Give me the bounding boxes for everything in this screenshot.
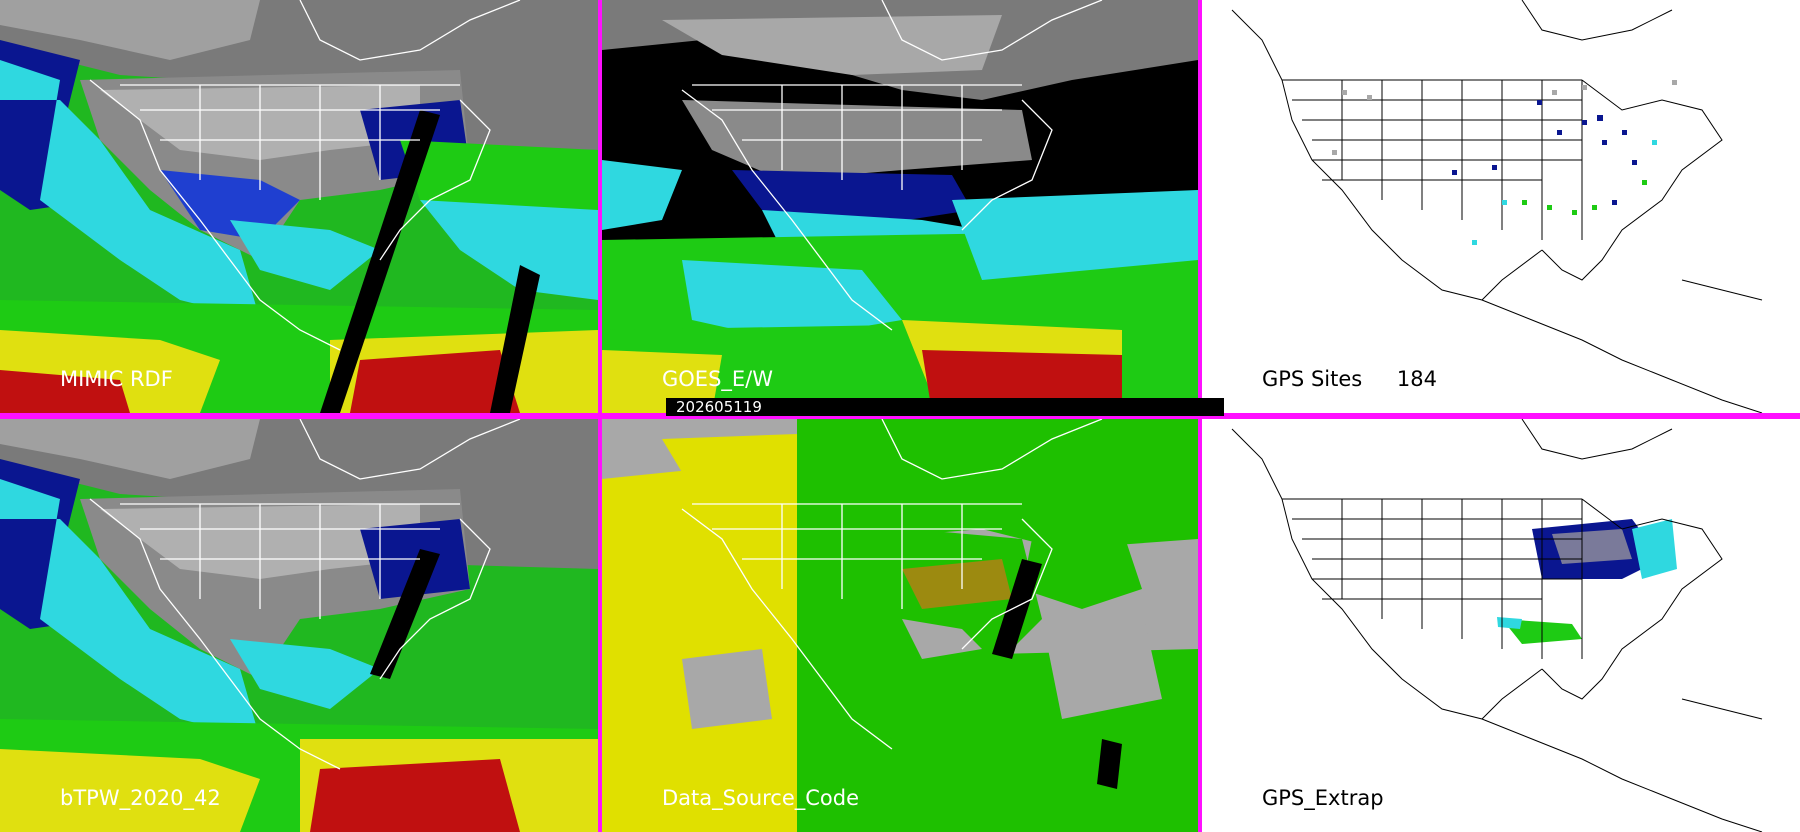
gps-extrap-label: GPS_Extrap (1262, 786, 1384, 810)
gps-extrap-map (1202, 419, 1800, 832)
goes-ew-map (602, 0, 1198, 413)
gps-sites-count: 184 (1396, 367, 1437, 391)
goes-ew-panel: GOES_E/W (602, 0, 1198, 413)
gps-sites-map (1202, 0, 1800, 413)
gps-sites-panel: GPS Sites 184 (1202, 0, 1800, 413)
btpw-label: bTPW_2020_42 (60, 786, 221, 810)
data-source-panel: Data_Source_Code (602, 419, 1198, 832)
goes-ew-label: GOES_E/W (662, 367, 774, 391)
mimic-rdf-map (0, 0, 598, 413)
data-source-label: Data_Source_Code (662, 786, 860, 810)
divider-horizontal (0, 413, 1800, 419)
btpw-panel: bTPW_2020_42 (0, 419, 598, 832)
gps-sites-title: GPS Sites (1262, 367, 1363, 391)
gps-sites-label: GPS Sites 184 (1262, 367, 1437, 391)
btpw-map (0, 419, 598, 832)
mimic-rdf-panel: MIMIC RDF (0, 0, 598, 413)
mimic-rdf-label: MIMIC RDF (60, 367, 173, 391)
data-source-map (602, 419, 1198, 832)
gps-extrap-panel: GPS_Extrap (1202, 419, 1800, 832)
timestamp-bar: 202605119 (666, 398, 1224, 416)
